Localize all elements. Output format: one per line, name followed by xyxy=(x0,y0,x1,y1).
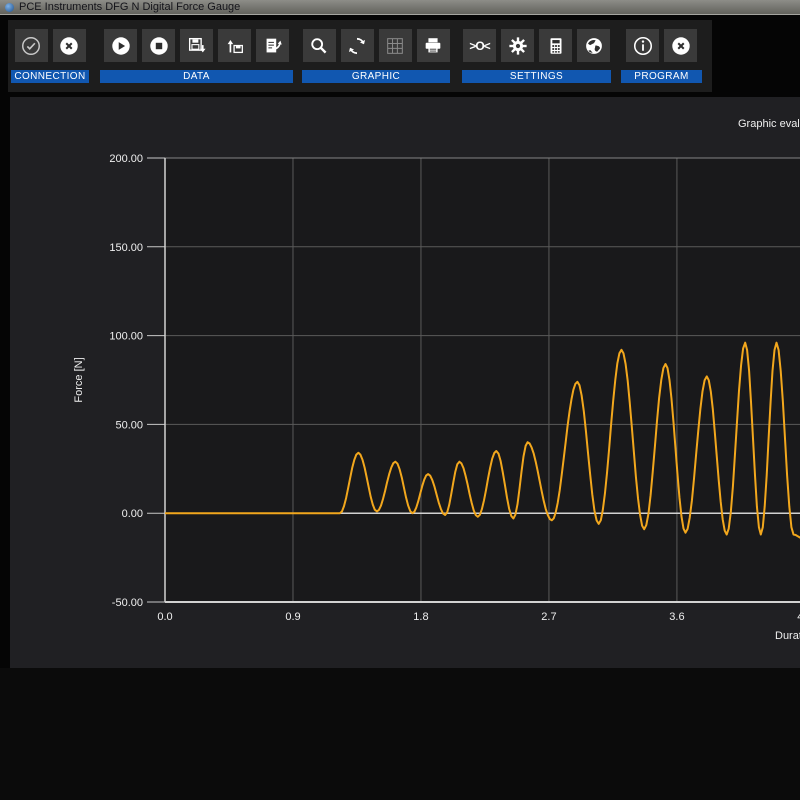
svg-text:Force [N]: Force [N] xyxy=(73,357,85,402)
globe-icon xyxy=(583,35,605,57)
start-measurement-button[interactable] xyxy=(104,29,137,62)
svg-text:0.9: 0.9 xyxy=(285,611,300,623)
printer-icon xyxy=(422,35,444,57)
toolbar-group-label: DATA xyxy=(100,70,293,83)
info-circle-icon xyxy=(632,35,654,57)
stop-circle-icon xyxy=(148,35,170,57)
toolbar-group-label: SETTINGS xyxy=(462,70,611,83)
load-data-button[interactable] xyxy=(218,29,251,62)
load-upload-icon xyxy=(224,35,246,57)
svg-text:200.00: 200.00 xyxy=(109,153,143,165)
svg-text:150.00: 150.00 xyxy=(109,242,143,254)
grid-icon xyxy=(384,35,406,57)
stop-measurement-button[interactable] xyxy=(142,29,175,62)
toolbar: CONNECTION DATA GRAPHIC >O< SETTINGS PROGRAM xyxy=(8,20,712,92)
recycle-icon xyxy=(346,35,368,57)
zero-adjust-button[interactable]: >O< xyxy=(463,29,496,62)
svg-text:2.7: 2.7 xyxy=(541,611,556,623)
svg-text:50.00: 50.00 xyxy=(115,419,143,431)
svg-text:3.6: 3.6 xyxy=(669,611,684,623)
svg-text:-50.00: -50.00 xyxy=(112,597,143,609)
print-button[interactable] xyxy=(417,29,450,62)
svg-text:0.0: 0.0 xyxy=(157,611,172,623)
toolbar-group-label: PROGRAM xyxy=(621,70,702,83)
zero-icon: >O< xyxy=(469,39,489,53)
svg-text:Duration: Duration xyxy=(775,630,800,642)
disconnect-button[interactable] xyxy=(53,29,86,62)
x-circle-icon xyxy=(58,35,80,57)
language-button[interactable] xyxy=(577,29,610,62)
force-chart: 200.00 150.00 100.00 50.00 0.00 -50.00 0.0 0.9 1… xyxy=(10,97,800,668)
exit-button[interactable] xyxy=(664,29,697,62)
document-pen-icon xyxy=(262,35,284,57)
report-button[interactable] xyxy=(256,29,289,62)
svg-text:Graphic evaluation: Graphic evaluation xyxy=(738,118,800,130)
calculator-icon xyxy=(545,35,567,57)
connect-button[interactable] xyxy=(15,29,48,62)
toolbar-group-settings: >O< SETTINGS xyxy=(462,29,611,83)
save-data-button[interactable] xyxy=(180,29,213,62)
info-button[interactable] xyxy=(626,29,659,62)
bottom-panel: Results Date11.08.2017Start time10:05:03… xyxy=(0,668,800,800)
toolbar-group-program: PROGRAM xyxy=(621,29,702,83)
toolbar-group-label: GRAPHIC xyxy=(302,70,450,83)
grid-button[interactable] xyxy=(379,29,412,62)
refresh-button[interactable] xyxy=(341,29,374,62)
toolbar-group-graphic: GRAPHIC xyxy=(302,29,450,83)
app-window: PCE Instruments DFG N Digital Force Gaug… xyxy=(0,0,800,800)
toolbar-group-connection: CONNECTION xyxy=(11,29,89,83)
toolbar-group-label: CONNECTION xyxy=(11,70,89,83)
settings-button[interactable] xyxy=(501,29,534,62)
app-icon xyxy=(5,3,14,12)
toolbar-group-data: DATA xyxy=(100,29,293,83)
window-title: PCE Instruments DFG N Digital Force Gaug… xyxy=(19,0,240,14)
svg-text:0.00: 0.00 xyxy=(122,508,143,520)
svg-text:1.8: 1.8 xyxy=(413,611,428,623)
gear-icon xyxy=(507,35,529,57)
magnifier-icon xyxy=(308,35,330,57)
title-bar: PCE Instruments DFG N Digital Force Gaug… xyxy=(0,0,800,15)
svg-text:100.00: 100.00 xyxy=(109,331,143,343)
graphic-panel: 200.00 150.00 100.00 50.00 0.00 -50.00 0.0 0.9 1… xyxy=(10,97,800,668)
save-download-icon xyxy=(186,35,208,57)
x-circle-icon xyxy=(670,35,692,57)
calculator-button[interactable] xyxy=(539,29,572,62)
play-circle-icon xyxy=(110,35,132,57)
zoom-button[interactable] xyxy=(303,29,336,62)
check-circle-icon xyxy=(20,35,42,57)
